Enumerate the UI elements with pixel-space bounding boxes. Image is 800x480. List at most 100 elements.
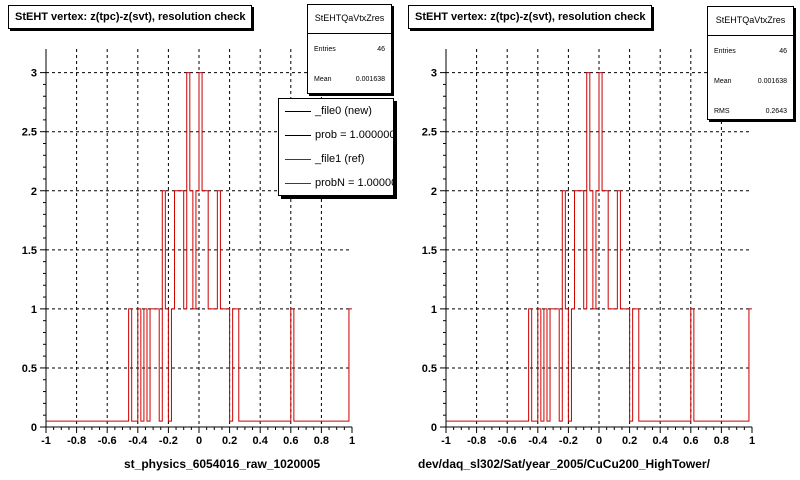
y-tick-label: 2.5 — [422, 127, 437, 139]
histogram-bin — [584, 309, 587, 427]
histogram-bin — [150, 309, 153, 427]
stats-label: RMS — [714, 107, 730, 115]
histogram-bin — [605, 191, 608, 427]
stats-value: 0.001638 — [355, 75, 385, 83]
histogram-bin — [593, 309, 596, 427]
stats-name-left: StEHTQaVtxZres — [308, 5, 391, 34]
legend-entry: probN = 1.000000 — [279, 171, 393, 195]
x-tick-label: -0.6 — [498, 435, 517, 447]
histogram-bin — [214, 309, 217, 427]
y-tick-label: 0 — [431, 422, 437, 434]
histogram-bin — [590, 191, 593, 427]
stats-row-rms-right: RMS 0.2643 — [708, 96, 793, 126]
histogram-bin — [190, 191, 193, 427]
histogram-bin — [187, 73, 190, 427]
stats-row-entries-left: Entries 46 — [308, 34, 391, 64]
y-tick-label: 1 — [31, 304, 37, 316]
x-tick-label: -1 — [41, 435, 51, 447]
histogram-bin — [529, 309, 532, 427]
x-tick-label: -0.4 — [128, 435, 148, 447]
histogram-bin — [175, 191, 178, 427]
x-tick-label: 0.6 — [283, 435, 298, 447]
histogram-bin — [199, 73, 202, 427]
y-tick-label: 1.5 — [22, 245, 37, 257]
histogram-bin — [614, 309, 617, 427]
histogram-bin — [620, 309, 623, 427]
x-tick-label: 0.6 — [683, 435, 698, 447]
histogram-bin — [156, 309, 159, 427]
legend-swatch — [285, 159, 311, 160]
legend-label: probN = 1.000000 — [315, 177, 393, 189]
legend-label: prob = 1.000000 — [315, 129, 394, 141]
y-tick-label: 2 — [431, 186, 437, 198]
y-tick-label: 2.5 — [22, 127, 37, 139]
histogram-bin — [565, 309, 568, 427]
stats-row-entries-right: Entries 46 — [708, 36, 793, 66]
x-tick-label: -0.4 — [528, 435, 548, 447]
stats-value: 0.001638 — [757, 77, 787, 85]
histogram-bin — [205, 191, 208, 427]
legend-box: _file0 (new) prob = 1.000000 _file1 (ref… — [278, 98, 394, 196]
legend-label: _file0 (new) — [315, 105, 372, 117]
histogram-bin — [217, 191, 220, 427]
stats-label: Entries — [714, 47, 736, 55]
histogram-bin — [611, 309, 614, 427]
x-tick-label: 0.2 — [222, 435, 237, 447]
histogram-bin — [184, 309, 187, 427]
stats-label: Mean — [314, 75, 332, 83]
histogram-bin — [575, 191, 578, 427]
histogram-bin — [227, 309, 230, 427]
y-tick-label: 3 — [431, 68, 437, 80]
histogram-panel-left: -1 -0.8 -0.6 -0.4 -0.2 0 0.2 0.4 0.6 0.8 1 0 0.5 1 1.5… — [8, 4, 394, 471]
legend-swatch — [285, 111, 311, 112]
histogram-bin — [153, 309, 156, 427]
x-tick-label: 0.4 — [653, 435, 669, 447]
histogram-bin — [602, 191, 605, 427]
histogram-bin — [138, 309, 141, 427]
histogram-bin — [291, 309, 294, 427]
histogram-line — [446, 72, 752, 422]
histogram-bin — [220, 309, 223, 427]
legend-entry: _file1 (ref) — [279, 147, 393, 171]
histogram-bin — [691, 309, 694, 427]
y-tick-label: 1.5 — [422, 245, 437, 257]
histogram-bin — [578, 191, 581, 427]
x-axis-label-right: dev/daq_sl302/Sat/year_2005/CuCu200_High… — [418, 457, 710, 471]
chart-title-left: StEHT vertex: z(tpc)-z(svt), resolution … — [8, 5, 253, 29]
histogram-bin — [599, 73, 602, 427]
histogram-bin — [162, 191, 165, 427]
histogram-bin — [596, 191, 599, 427]
histogram-bin — [208, 309, 211, 427]
y-tick-label: 3 — [31, 68, 37, 80]
histogram-bin — [538, 309, 541, 427]
stats-value: 46 — [377, 45, 385, 53]
y-tick-label: 0.5 — [22, 363, 37, 375]
histogram-bin — [571, 309, 574, 427]
histogram-bin — [236, 309, 239, 427]
histogram-bin — [627, 309, 630, 427]
stats-box-left: StEHTQaVtxZres Entries 46 Mean 0.001638 — [307, 4, 392, 94]
histogram-bin — [587, 73, 590, 427]
histogram-bin — [623, 309, 626, 427]
x-tick-label: 0 — [596, 435, 602, 447]
histogram-bin — [553, 309, 556, 427]
x-tick-label: -0.6 — [98, 435, 117, 447]
histogram-bin — [581, 191, 584, 427]
x-tick-label: 1 — [749, 435, 755, 447]
x-tick-label: -0.2 — [559, 435, 578, 447]
histogram-plot-left: -1 -0.8 -0.6 -0.4 -0.2 0 0.2 0.4 0.6 0.8 1 0 0.5 1 1.5… — [22, 49, 355, 447]
y-tick-label: 0 — [31, 422, 37, 434]
histogram-bin — [749, 309, 752, 427]
histogram-line — [46, 72, 352, 422]
histogram-plot-right: -1 -0.8 -0.6 -0.4 -0.2 0 0.2 0.4 0.6 0.8 1 0 0.5 1 1.5… — [422, 49, 755, 447]
x-tick-label: -0.8 — [467, 435, 486, 447]
x-tick-label: 0.2 — [622, 435, 637, 447]
histogram-bin — [165, 309, 168, 427]
y-tick-label: 0.5 — [422, 363, 437, 375]
histogram-bin — [193, 309, 196, 427]
x-tick-label: -1 — [441, 435, 451, 447]
legend-entry: prob = 1.000000 — [279, 123, 393, 147]
histogram-bin — [608, 309, 611, 427]
y-tick-label: 2 — [31, 186, 37, 198]
x-tick-label: 0.8 — [314, 435, 329, 447]
